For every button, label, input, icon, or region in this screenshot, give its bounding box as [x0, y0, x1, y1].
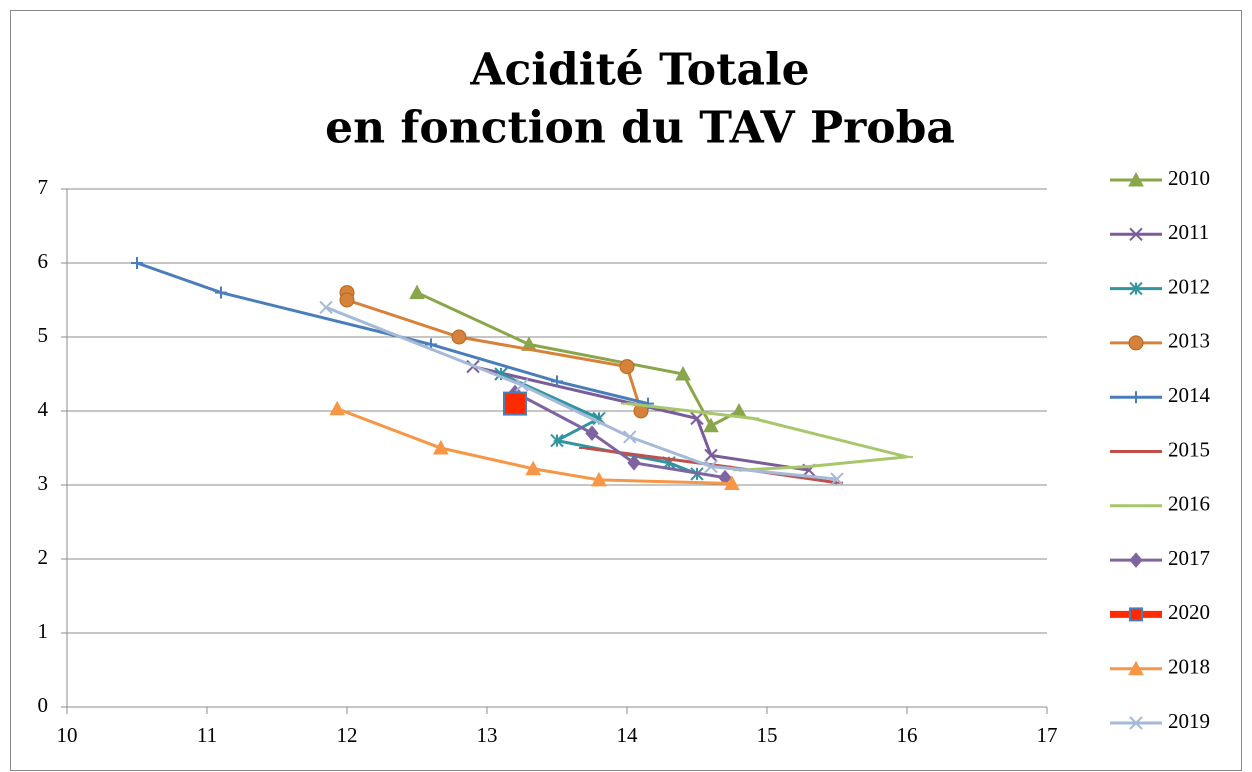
marker-part — [690, 411, 704, 426]
marker — [1129, 227, 1143, 242]
marker-part — [1129, 607, 1143, 622]
marker-part — [319, 300, 333, 315]
legend-label: 2017 — [1168, 546, 1210, 570]
x-tick-label: 10 — [57, 723, 78, 747]
legend-label: 2013 — [1168, 329, 1210, 353]
marker-part — [704, 448, 718, 463]
x-tick-label: 13 — [477, 723, 498, 747]
marker-part — [339, 292, 355, 308]
marker-part — [724, 475, 740, 491]
x-tick-label: 14 — [617, 723, 639, 747]
marker — [515, 378, 529, 392]
marker-part — [585, 425, 599, 441]
legend-label: 2011 — [1168, 220, 1209, 244]
series-line — [472, 365, 810, 472]
marker — [703, 417, 719, 433]
marker-part — [503, 391, 527, 416]
marker-part — [515, 378, 529, 392]
marker — [642, 397, 654, 410]
x-tick-label: 16 — [897, 723, 918, 747]
chart-title: en fonction du TAV Proba — [325, 103, 955, 154]
legend-label: 2018 — [1168, 655, 1210, 679]
marker — [451, 329, 467, 345]
legend-label: 2016 — [1168, 492, 1210, 516]
marker — [503, 391, 527, 416]
marker — [550, 433, 564, 448]
marker — [329, 400, 346, 416]
marker-part — [1128, 335, 1144, 351]
x-tick-label: 12 — [337, 723, 358, 747]
marker — [675, 365, 691, 381]
legend-label: 2012 — [1168, 274, 1210, 298]
series-line — [325, 306, 838, 481]
marker-part — [1129, 716, 1143, 730]
marker — [690, 411, 704, 426]
marker — [1128, 171, 1144, 187]
marker-part — [1128, 171, 1144, 187]
marker-part — [703, 417, 719, 433]
marker — [319, 300, 333, 315]
marker-part — [623, 430, 637, 444]
marker — [215, 286, 227, 299]
marker — [830, 472, 844, 486]
marker — [551, 375, 563, 388]
marker — [591, 471, 607, 487]
marker — [409, 284, 425, 300]
x-tick-label: 11 — [197, 723, 217, 747]
marker-part — [329, 400, 346, 416]
marker-part — [1129, 227, 1143, 242]
marker-part — [525, 460, 542, 476]
marker-part — [591, 471, 607, 487]
marker-part — [675, 365, 691, 381]
marker — [1129, 281, 1143, 296]
marker-part — [627, 455, 641, 471]
legend-label: 2019 — [1168, 709, 1210, 733]
marker — [724, 475, 740, 491]
y-tick-label: 0 — [38, 693, 49, 717]
marker-part — [409, 284, 425, 300]
y-tick-label: 2 — [38, 545, 49, 569]
y-tick-label: 7 — [38, 175, 49, 199]
y-tick-label: 6 — [38, 249, 49, 273]
marker — [1128, 660, 1144, 676]
marker — [339, 292, 355, 308]
marker — [585, 425, 599, 441]
marker-part — [432, 439, 449, 455]
marker — [619, 359, 635, 375]
chart-frame — [10, 10, 1242, 771]
y-tick-label: 5 — [38, 323, 49, 347]
marker-part — [1129, 552, 1143, 568]
marker — [432, 439, 449, 455]
marker-part — [451, 329, 467, 345]
marker-part — [830, 472, 844, 486]
legend-label: 2020 — [1168, 600, 1210, 624]
chart-title: Acidité Totale — [469, 45, 809, 96]
x-tick-label: 17 — [1037, 723, 1058, 747]
marker — [627, 455, 641, 471]
y-tick-label: 4 — [38, 397, 49, 421]
marker-part — [619, 359, 635, 375]
marker — [1129, 716, 1143, 730]
marker — [1128, 335, 1144, 351]
marker — [704, 459, 718, 474]
legend-label: 2014 — [1168, 383, 1211, 407]
marker-part — [704, 459, 718, 474]
y-tick-label: 3 — [38, 471, 49, 495]
marker — [1129, 607, 1143, 622]
marker — [623, 430, 637, 444]
series-line — [345, 292, 643, 412]
marker — [131, 257, 143, 269]
y-tick-label: 1 — [38, 619, 49, 643]
marker — [525, 460, 542, 476]
series-line — [514, 391, 726, 480]
x-tick-label: 15 — [757, 723, 778, 747]
marker — [1130, 391, 1142, 404]
marker — [1129, 552, 1143, 568]
marker — [704, 448, 718, 463]
marker-part — [1128, 660, 1144, 676]
legend-label: 2015 — [1168, 437, 1210, 461]
legend-label: 2010 — [1168, 166, 1210, 190]
